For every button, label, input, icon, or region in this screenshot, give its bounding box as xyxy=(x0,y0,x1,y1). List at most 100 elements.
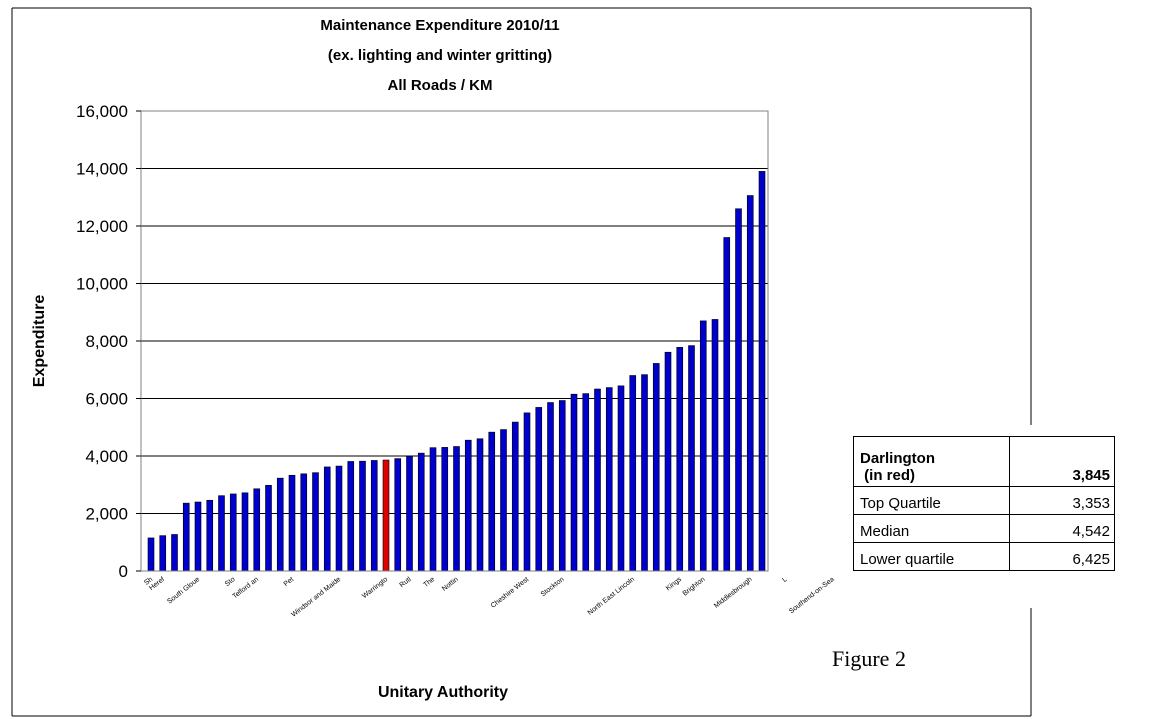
x-category-label: Middlesbrough xyxy=(713,576,754,610)
y-tick-label: 2,000 xyxy=(85,505,128,524)
bar xyxy=(300,473,308,572)
bar xyxy=(265,485,272,572)
bar xyxy=(605,387,613,572)
x-category-label: Brighton xyxy=(682,576,707,598)
bar xyxy=(688,345,695,572)
bar xyxy=(312,472,319,572)
lower-quartile-value: 6,425 xyxy=(1009,542,1115,571)
y-tick-label: 6,000 xyxy=(85,390,128,409)
darlington-row: Darlington (in red) 3,845 xyxy=(853,436,1115,487)
bar xyxy=(594,388,601,572)
bar xyxy=(476,438,484,572)
bar xyxy=(171,534,178,572)
lower-quartile-label: Lower quartile xyxy=(853,542,1010,571)
bars xyxy=(147,171,766,572)
bar xyxy=(617,385,625,572)
x-category-label: Cheshire West xyxy=(490,576,530,610)
y-tick-label: 14,000 xyxy=(76,160,128,179)
y-tick-label: 16,000 xyxy=(76,102,128,121)
x-category-label: Nottin xyxy=(441,576,460,593)
bar xyxy=(676,347,684,572)
top-quartile-row: Top Quartile 3,353 xyxy=(853,486,1115,515)
bar xyxy=(723,237,731,572)
bar xyxy=(335,465,343,572)
bar xyxy=(417,452,425,572)
bar xyxy=(206,499,214,572)
bar xyxy=(523,412,531,572)
bar xyxy=(276,477,284,572)
bar xyxy=(582,393,590,572)
bar xyxy=(441,447,449,572)
bar xyxy=(652,363,660,572)
bar xyxy=(359,460,366,572)
y-tick-label: 10,000 xyxy=(76,275,128,294)
summary-table: Darlington (in red) 3,845 Top Quartile 3… xyxy=(853,436,1115,571)
bar xyxy=(218,495,225,572)
bar xyxy=(500,429,507,572)
median-value: 4,542 xyxy=(1009,514,1115,543)
bar xyxy=(394,458,402,572)
darlington-label-line2: (in red) xyxy=(864,467,916,484)
bar xyxy=(699,320,707,572)
bar xyxy=(229,493,237,572)
darlington-value: 3,845 xyxy=(1009,436,1115,487)
median-label: Median xyxy=(853,514,1010,543)
bar xyxy=(511,421,519,572)
x-category-label: Pet xyxy=(283,576,296,588)
bar xyxy=(194,501,202,572)
x-category-label: North East Lincoln xyxy=(587,576,636,617)
bar xyxy=(241,492,249,572)
x-category-label: Windsor and Maide xyxy=(290,576,342,619)
chart-subtitle-2: All Roads / KM xyxy=(387,77,492,94)
bar xyxy=(758,171,766,572)
bar xyxy=(253,488,261,572)
y-tick-label: 8,000 xyxy=(85,332,128,351)
y-tick-label: 0 xyxy=(119,562,128,581)
x-category-label: Warringto xyxy=(361,576,389,600)
bar xyxy=(347,461,355,572)
x-category-label: Southend-on-Sea xyxy=(788,576,836,615)
bar xyxy=(641,374,648,572)
x-category-label: Kings xyxy=(665,576,684,593)
lower-quartile-row: Lower quartile 6,425 xyxy=(853,542,1115,571)
bar xyxy=(159,535,167,572)
bar xyxy=(453,446,460,572)
y-tick-label: 12,000 xyxy=(76,217,128,236)
x-category-label: Stockton xyxy=(540,576,566,598)
bar xyxy=(323,466,331,572)
top-quartile-label: Top Quartile xyxy=(853,486,1010,515)
darlington-label-line1: Darlington xyxy=(860,450,935,467)
chart-title: Maintenance Expenditure 2010/11 xyxy=(320,17,559,34)
figure-caption: Figure 2 xyxy=(832,646,906,671)
bar xyxy=(570,393,578,572)
top-quartile-value: 3,353 xyxy=(1009,486,1115,515)
bar xyxy=(406,455,413,572)
x-category-label: South Gloue xyxy=(166,576,201,606)
x-category-label: Sto xyxy=(224,576,237,588)
chart-subtitle: (ex. lighting and winter gritting) xyxy=(328,47,552,64)
bar xyxy=(664,351,672,572)
x-category-label: Rutl xyxy=(399,576,413,589)
bar xyxy=(182,502,190,572)
bar xyxy=(535,407,543,572)
darlington-label: Darlington (in red) xyxy=(853,436,1010,487)
x-category-label: L xyxy=(781,576,788,584)
bar xyxy=(746,195,754,572)
bar xyxy=(558,400,566,572)
bar xyxy=(429,447,437,572)
bar xyxy=(711,319,719,572)
x-category-label: The xyxy=(422,576,436,589)
bar xyxy=(288,474,296,572)
bar xyxy=(488,431,496,572)
bar-darlington xyxy=(382,459,390,572)
bar xyxy=(735,208,742,572)
x-axis-label: Unitary Authority xyxy=(378,684,508,701)
x-category-label: Telford an xyxy=(231,576,260,601)
y-tick-label: 4,000 xyxy=(85,447,128,466)
x-category-label: Sh xyxy=(143,576,154,587)
bar xyxy=(629,375,637,572)
y-axis-label: Expenditure xyxy=(31,295,48,388)
y-axis-ticks: 0 2,000 4,000 6,000 8,000 10,000 12,000 14,000 1… xyxy=(76,102,141,581)
